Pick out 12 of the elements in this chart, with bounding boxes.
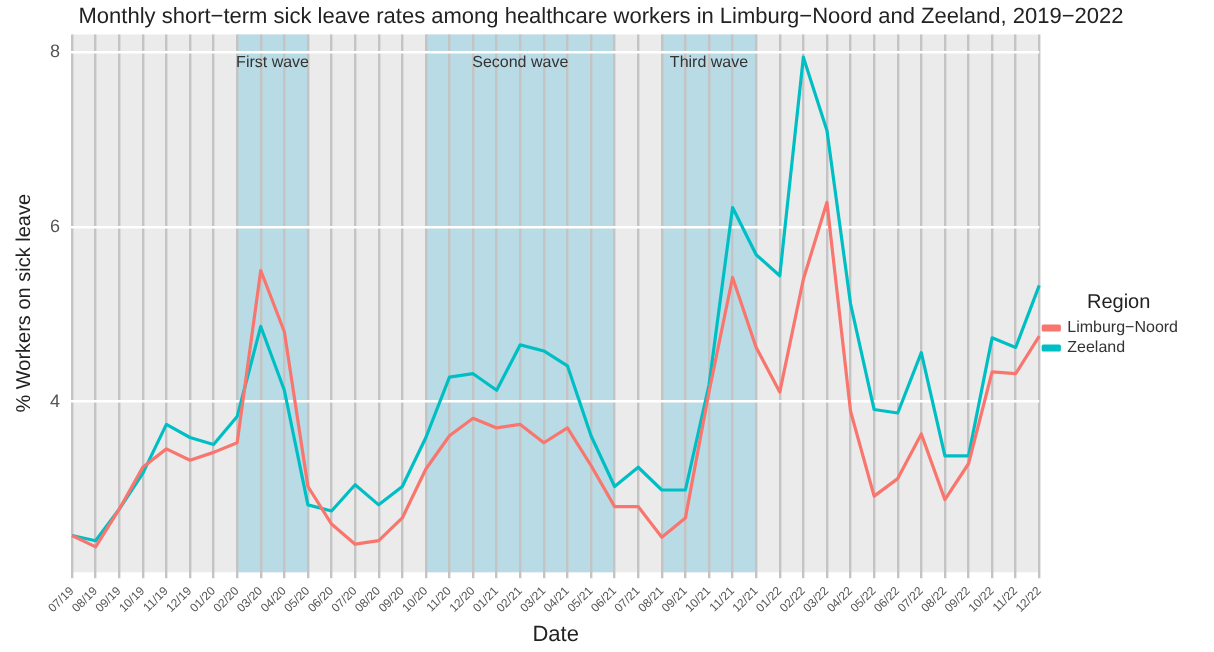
band-label: First wave [236, 52, 311, 71]
legend-label: Zeeland [1067, 338, 1126, 357]
band-label: Third wave [669, 52, 750, 71]
y-tick-label: 6 [49, 215, 61, 236]
legend-title: Region [1086, 291, 1151, 314]
band-label: Second wave [472, 52, 570, 71]
chart-title: Monthly short−term sick leave rates among healthcare workers in Limburg−Noord and Zeeland, 2019−2022 [78, 5, 1124, 30]
y-axis-title: % Workers on sick leave [13, 193, 36, 413]
y-tick-label: 4 [49, 390, 61, 411]
y-tick-label: 8 [49, 40, 61, 61]
legend-label: Limburg−Noord [1067, 318, 1179, 337]
x-axis-title: Date [532, 622, 579, 647]
